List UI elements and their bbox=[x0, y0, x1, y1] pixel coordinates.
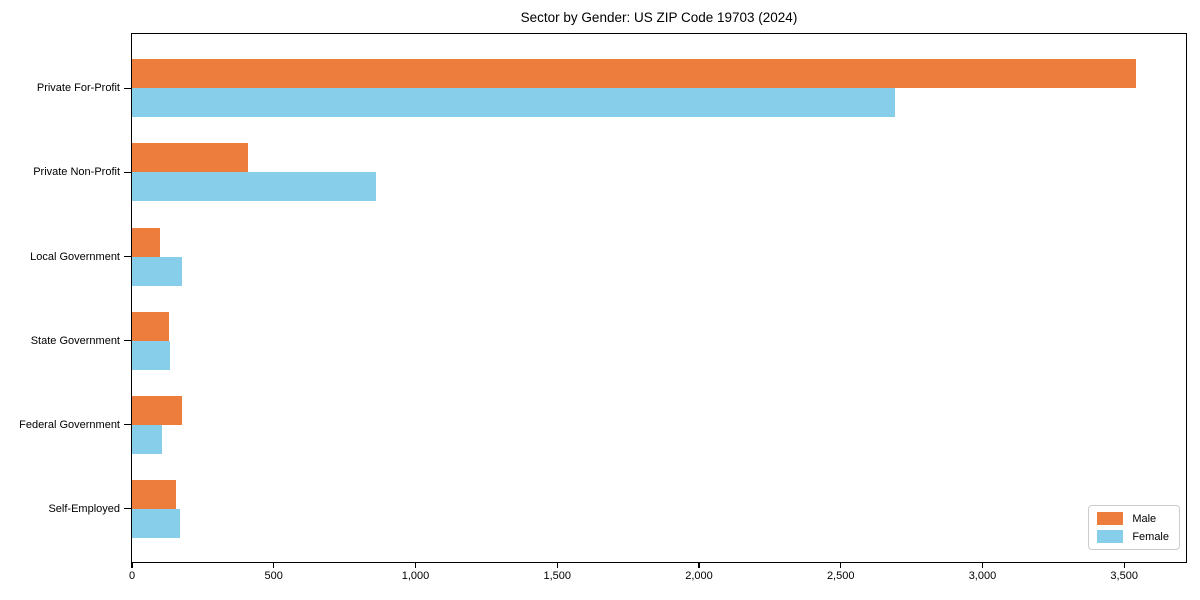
legend-swatch-female bbox=[1097, 530, 1124, 543]
y-axis-tick-mark bbox=[124, 423, 131, 426]
y-axis-category-label: Local Government bbox=[30, 250, 120, 263]
category-row: Private For-Profit bbox=[37, 59, 1186, 118]
bar-female bbox=[132, 424, 162, 454]
legend-label: Male bbox=[1132, 512, 1157, 525]
category-row: Local Government bbox=[30, 227, 1186, 286]
bar-female bbox=[132, 508, 181, 538]
x-axis-tick-label: 3,000 bbox=[968, 570, 997, 582]
y-axis-category-label: State Government bbox=[30, 334, 120, 347]
y-axis-category-label: Federal Government bbox=[19, 418, 120, 431]
bar-male bbox=[132, 143, 249, 173]
y-axis-category-label: Private Non-Profit bbox=[33, 166, 120, 179]
legend-swatch-male bbox=[1097, 512, 1124, 525]
bar-male bbox=[132, 395, 182, 425]
category-row: State Government bbox=[31, 311, 1186, 370]
legend-label: Female bbox=[1132, 530, 1169, 543]
y-axis-tick-mark bbox=[124, 87, 131, 89]
y-axis-tick-mark bbox=[124, 508, 131, 510]
x-axis-tick-mark bbox=[1123, 562, 1125, 568]
category-row: Federal Government bbox=[19, 395, 1186, 454]
bar-female bbox=[132, 88, 895, 118]
category-row: Private Non-Profit bbox=[33, 143, 1186, 202]
bar-male bbox=[132, 479, 176, 509]
x-axis-tick-label: 2,500 bbox=[826, 570, 855, 582]
y-axis-tick-mark bbox=[124, 171, 131, 174]
x-axis-tick-mark bbox=[840, 562, 842, 568]
x-axis-tick-label: 3,500 bbox=[1110, 570, 1138, 582]
bar-female bbox=[132, 256, 182, 286]
bar-female bbox=[132, 172, 376, 202]
y-axis-category-label: Self-Employed bbox=[48, 502, 120, 515]
x-axis-tick-mark bbox=[698, 562, 700, 568]
bar-female bbox=[132, 340, 171, 370]
chart-title: Sector by Gender: US ZIP Code 19703 (202… bbox=[520, 10, 798, 25]
x-axis-tick-label: 1,500 bbox=[543, 570, 571, 582]
bar-male bbox=[132, 227, 161, 257]
x-axis-tick-label: 500 bbox=[264, 570, 283, 582]
x-axis-tick-mark bbox=[556, 562, 558, 568]
y-axis-tick-mark bbox=[124, 339, 131, 342]
x-axis-tick-label: 1,000 bbox=[401, 570, 430, 582]
y-axis-tick-mark bbox=[124, 255, 131, 258]
y-axis-category-label: Private For-Profit bbox=[36, 82, 120, 95]
category-row: Self-Employed bbox=[48, 479, 1186, 538]
x-axis-tick-label: 0 bbox=[128, 570, 136, 582]
legend-item-male: Male bbox=[1097, 512, 1169, 525]
bar-male bbox=[132, 311, 169, 341]
bar-male bbox=[132, 59, 1136, 89]
legend-item-female: Female bbox=[1097, 530, 1169, 543]
plot-area: Private For-Profit Private Non-Profit Loca… bbox=[19, 33, 1187, 582]
legend: Male Female bbox=[1088, 505, 1180, 550]
x-axis-tick-label: 2,000 bbox=[685, 570, 713, 582]
x-axis-tick-mark bbox=[273, 562, 275, 568]
x-axis: 0 500 1,000 1,500 2,000 2,500 3,000 3,500 bbox=[128, 562, 1186, 592]
x-axis-tick-mark bbox=[131, 562, 133, 568]
x-axis-tick-mark bbox=[414, 562, 417, 568]
x-axis-tick-mark bbox=[981, 562, 984, 568]
